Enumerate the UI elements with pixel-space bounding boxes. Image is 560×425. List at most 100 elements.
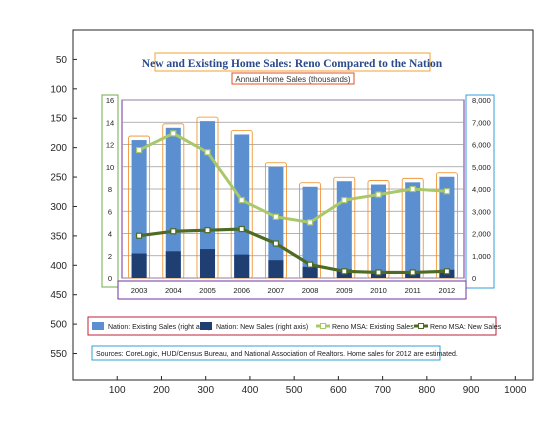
left-axis-tick-label: 12 <box>106 141 114 150</box>
reno-existing-marker <box>136 146 143 154</box>
nation-existing-bar <box>302 186 318 278</box>
right-axis-tick-label: 0 <box>472 274 476 283</box>
legend-marker <box>320 323 326 329</box>
viewer-y-tick-label: 200 <box>50 143 67 154</box>
right-axis-tick-label: 5,000 <box>472 163 491 172</box>
reno-new-marker <box>307 261 314 268</box>
nation-existing-bar <box>234 134 250 278</box>
nation-existing-bar <box>370 184 387 278</box>
viewer-y-tick-label: 500 <box>50 320 67 331</box>
left-axis-tick-label: 4 <box>108 230 112 239</box>
nation-new-bar <box>302 266 318 278</box>
legend-label: Reno MSA: New Sales <box>430 324 502 331</box>
category-tick-label: 2006 <box>233 286 250 295</box>
left-axis-tick-label: 2 <box>108 252 112 261</box>
category-tick-label: 2003 <box>131 286 148 295</box>
right-axis-ticks: 0 1,000 2,000 3,000 4,000 5,000 6,000 7,000 8,00… <box>472 96 491 283</box>
category-tick-label: 2005 <box>199 286 216 295</box>
chart-subtitle: Annual Home Sales (thousands) <box>235 75 351 84</box>
legend-swatch <box>200 322 212 330</box>
right-axis-tick-label: 2,000 <box>472 230 491 239</box>
viewer-x-tick-label: 800 <box>419 385 436 396</box>
nation-existing-bar <box>405 182 421 278</box>
reno-existing-marker <box>375 191 382 198</box>
reno-existing-marker <box>409 185 416 193</box>
reno-new-marker <box>341 268 348 275</box>
reno-new-line <box>138 227 447 275</box>
legend-marker <box>418 323 424 329</box>
reno-existing-marker <box>238 197 245 204</box>
reno-new-marker <box>409 269 416 276</box>
right-axis-tick-label: 8,000 <box>472 96 491 105</box>
source-note: Sources: CoreLogic, HUD/Census Bureau, a… <box>96 351 458 358</box>
legend-label: Reno MSA: Existing Sales <box>332 324 414 331</box>
reno-new-marker <box>204 227 211 234</box>
source-box <box>91 345 441 361</box>
left-axis-tick-label: 0 <box>108 274 112 283</box>
reno-series-lines <box>136 130 450 276</box>
reno-new-marker <box>238 225 245 233</box>
right-axis-box <box>465 94 495 289</box>
reno-existing-marker <box>170 130 177 137</box>
viewer-x-tick-label: 700 <box>374 385 391 396</box>
left-axis-tick-label: 6 <box>108 207 112 216</box>
nation-new-bar <box>199 249 216 278</box>
nation-existing-bar <box>336 181 352 278</box>
chart-title: New and Existing Home Sales: Reno Compar… <box>142 58 443 70</box>
reno-existing-marker <box>307 219 314 226</box>
category-tick-label: 2010 <box>370 286 387 295</box>
nation-existing-bar <box>165 127 181 278</box>
legend: Nation: Existing Sales (right axis) Natio… <box>92 322 502 331</box>
right-axis-tick-label: 1,000 <box>472 252 491 261</box>
viewer-y-tick-label: 150 <box>50 114 67 125</box>
category-axis-ticks: 2003 2004 2005 2006 2007 2008 2009 2010 2011 2012 <box>131 286 455 295</box>
left-axis-tick-label: 16 <box>106 96 114 105</box>
left-axis-tick-label: 14 <box>106 118 114 127</box>
reno-existing-marker <box>443 188 450 195</box>
nation-new-bar <box>131 253 147 278</box>
left-axis-tick-label: 8 <box>108 185 112 194</box>
left-axis-tick-label: 10 <box>106 163 114 172</box>
category-tick-label: 2011 <box>405 286 421 295</box>
viewer-x-tick-label: 300 <box>197 385 214 396</box>
right-axis-tick-label: 7,000 <box>472 118 491 127</box>
viewer-y-tick-label: 250 <box>50 173 67 184</box>
left-axis-box <box>101 94 119 288</box>
reno-existing-marker <box>272 213 279 220</box>
reno-existing-marker <box>204 149 211 156</box>
viewer-y-axis: 50 100 150 200 250 300 350 400 450 500 550 <box>50 55 77 360</box>
legend-label: Nation: New Sales (right axis) <box>216 324 308 331</box>
viewer-y-tick-label: 450 <box>50 290 67 301</box>
viewer-x-tick-label: 100 <box>109 385 126 396</box>
nation-existing-bar <box>131 140 147 278</box>
viewer-y-tick-label: 50 <box>56 55 68 66</box>
nation-new-bar <box>268 260 284 278</box>
reno-new-marker <box>170 228 177 235</box>
category-tick-label: 2009 <box>336 286 353 295</box>
viewer-x-tick-label: 1000 <box>504 385 527 396</box>
viewer-y-tick-label: 550 <box>50 349 67 360</box>
subtitle-box <box>231 72 355 85</box>
legend-label: Nation: Existing Sales (right axis) <box>108 324 211 331</box>
viewer-y-tick-label: 300 <box>50 202 67 213</box>
viewer-x-tick-label: 900 <box>463 385 480 396</box>
reno-new-marker <box>443 268 450 275</box>
legend-box <box>87 316 497 336</box>
viewer-x-tick-label: 500 <box>286 385 303 396</box>
nation-existing-bar <box>268 166 284 278</box>
nation-existing-bar <box>439 176 455 278</box>
viewer-y-tick-label: 400 <box>50 261 67 272</box>
category-tick-label: 2004 <box>165 286 182 295</box>
right-axis-tick-label: 4,000 <box>472 185 491 194</box>
viewer-x-tick-label: 600 <box>330 385 347 396</box>
viewer-x-tick-label: 200 <box>153 385 170 396</box>
category-axis-box <box>117 280 467 300</box>
nation-existing-bar <box>199 121 216 278</box>
category-tick-label: 2012 <box>439 286 456 295</box>
viewer-x-tick-label: 400 <box>242 385 259 396</box>
viewer-y-tick-label: 350 <box>50 231 67 242</box>
category-tick-label: 2007 <box>268 286 285 295</box>
legend-swatch <box>92 322 104 330</box>
